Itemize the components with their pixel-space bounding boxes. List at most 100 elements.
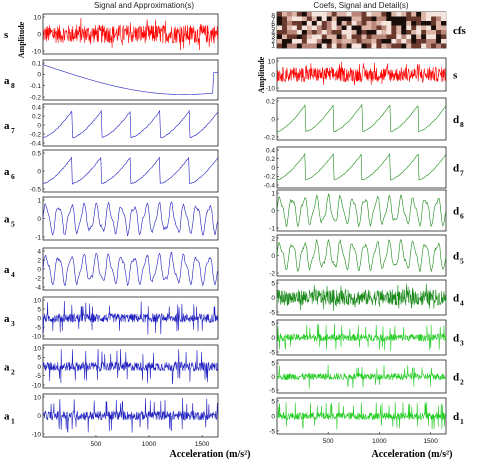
- coef-cell: [406, 30, 412, 35]
- row-label-subscript: 8: [460, 120, 464, 129]
- coef-cell: [326, 16, 332, 22]
- coef-cell: [326, 21, 332, 26]
- coef-cell: [281, 43, 288, 49]
- subplot-frame: [42, 59, 219, 101]
- coef-cell: [321, 12, 328, 17]
- y-tick-label: 10: [34, 14, 42, 21]
- coef-cell: [331, 25, 337, 31]
- coef-cell: [411, 34, 417, 40]
- series-line: [42, 109, 219, 138]
- coef-cell: [401, 43, 407, 49]
- coef-cell: [336, 21, 342, 26]
- coef-cell: [286, 16, 293, 22]
- y-tick-label: 0: [37, 168, 41, 175]
- coef-cell: [391, 16, 397, 22]
- coef-cell: [376, 12, 382, 17]
- y-tick-label: 10: [34, 297, 42, 304]
- y-tick-label: 0: [271, 374, 275, 381]
- coef-cell: [326, 34, 332, 40]
- coef-cell: [316, 21, 323, 26]
- y-tick-label: 0.2: [32, 113, 41, 120]
- y-tick-label: 1: [271, 42, 275, 49]
- coef-cell: [316, 12, 323, 17]
- coef-cell: [341, 30, 347, 35]
- coef-cell: [431, 34, 437, 40]
- row-label-subscript: 7: [460, 169, 464, 178]
- row-label-subscript: 3: [11, 319, 15, 328]
- coef-cell: [281, 39, 288, 44]
- coef-cell: [411, 12, 417, 17]
- y-tick-label: -0.1: [30, 83, 42, 90]
- coef-cell: [361, 39, 367, 44]
- coef-cell: [396, 16, 402, 22]
- coef-cell: [386, 30, 392, 35]
- y-tick-label: 0: [37, 266, 41, 273]
- coef-cell: [421, 12, 427, 17]
- y-tick-label: -5: [35, 324, 41, 331]
- row-label: a: [4, 166, 10, 178]
- y-tick-label: 0.2: [266, 156, 275, 163]
- series-line: [42, 300, 219, 335]
- coef-cell: [371, 43, 377, 49]
- coef-cell: [416, 25, 422, 31]
- coef-cell: [376, 43, 382, 49]
- subplot-left-8: 100-10a 1500 1000 1500: [4, 393, 219, 448]
- series-line: [276, 283, 447, 312]
- coef-cell: [291, 16, 298, 22]
- y-tick-label: 0.5: [32, 150, 41, 157]
- row-label-subscript: 2: [460, 378, 464, 387]
- coef-cell: [421, 30, 427, 35]
- coef-cell: [281, 30, 288, 35]
- coef-cell: [306, 12, 313, 17]
- y-tick-label: 0: [37, 216, 41, 223]
- coef-cell: [277, 43, 283, 49]
- coef-cell: [386, 39, 392, 44]
- y-tick-label: 0.2: [266, 98, 275, 105]
- coef-cell: [371, 30, 377, 35]
- y-tick-label: 0: [37, 315, 41, 322]
- coef-cell: [351, 25, 357, 31]
- coef-cell: [381, 30, 387, 35]
- coef-cell: [391, 21, 397, 26]
- coef-cell: [326, 25, 332, 31]
- y-tick-label: -10: [32, 431, 42, 438]
- coef-cell: [406, 16, 412, 22]
- coef-cell: [376, 34, 382, 40]
- y-tick-label: 0: [37, 31, 41, 38]
- coef-cell: [401, 34, 407, 40]
- coef-cell: [436, 21, 442, 26]
- coef-cell: [386, 43, 392, 49]
- right-x-axis-label: Acceleration (m/s²): [371, 449, 452, 460]
- coef-cell: [351, 16, 357, 22]
- y-tick-label: 3: [271, 34, 275, 41]
- coef-cell: [341, 12, 347, 17]
- coef-cell: [431, 39, 437, 44]
- row-label-subscript: 5: [460, 257, 464, 266]
- coef-cell: [291, 39, 298, 44]
- row-label: a: [4, 362, 10, 374]
- coef-cell: [426, 16, 432, 22]
- coef-cell: [376, 16, 382, 22]
- coef-cell: [277, 30, 283, 35]
- coef-cell: [306, 34, 313, 40]
- y-tick-label: 2: [271, 38, 275, 45]
- coef-cell: [401, 39, 407, 44]
- row-label: s: [453, 70, 458, 82]
- coef-cell: [436, 43, 442, 49]
- row-label: d: [453, 251, 459, 263]
- coef-cell: [416, 21, 422, 26]
- y-tick-label: 0: [271, 72, 275, 79]
- subplot-right-2: 0.2 0 -0.2 d 8: [264, 97, 464, 141]
- y-tick-label: 5: [271, 320, 275, 327]
- coef-cell: [401, 25, 407, 31]
- coef-cell: [361, 30, 367, 35]
- coef-cell: [281, 34, 288, 40]
- coef-cell: [436, 34, 442, 40]
- coef-cell: [311, 43, 318, 49]
- coef-cell: [306, 25, 313, 31]
- y-tick-label: 0: [271, 208, 275, 215]
- coef-cell: [356, 39, 362, 44]
- coef-cell: [421, 39, 427, 44]
- y-tick-label: 1: [37, 197, 41, 204]
